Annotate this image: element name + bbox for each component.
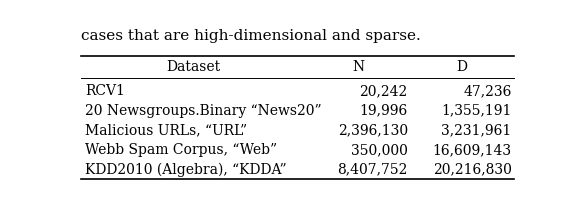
Text: 8,407,752: 8,407,752 xyxy=(338,163,408,177)
Text: 1,355,191: 1,355,191 xyxy=(441,104,511,118)
Text: RCV1: RCV1 xyxy=(85,84,125,98)
Text: 2,396,130: 2,396,130 xyxy=(338,123,408,137)
Text: 16,609,143: 16,609,143 xyxy=(433,143,511,157)
Text: cases that are high-dimensional and sparse.: cases that are high-dimensional and spar… xyxy=(81,29,420,43)
Text: 350,000: 350,000 xyxy=(351,143,408,157)
Text: 20 Newsgroups.Binary “News20”: 20 Newsgroups.Binary “News20” xyxy=(85,104,322,118)
Text: Dataset: Dataset xyxy=(166,60,221,74)
Text: 19,996: 19,996 xyxy=(359,104,408,118)
Text: N: N xyxy=(352,60,364,74)
Text: Malicious URLs, “URL”: Malicious URLs, “URL” xyxy=(85,123,248,137)
Text: 47,236: 47,236 xyxy=(463,84,511,98)
Text: 20,216,830: 20,216,830 xyxy=(433,163,511,177)
Text: KDD2010 (Algebra), “KDDA”: KDD2010 (Algebra), “KDDA” xyxy=(85,163,287,177)
Text: 20,242: 20,242 xyxy=(359,84,408,98)
Text: D: D xyxy=(456,60,468,74)
Text: 3,231,961: 3,231,961 xyxy=(441,123,511,137)
Text: Webb Spam Corpus, “Web”: Webb Spam Corpus, “Web” xyxy=(85,143,278,157)
